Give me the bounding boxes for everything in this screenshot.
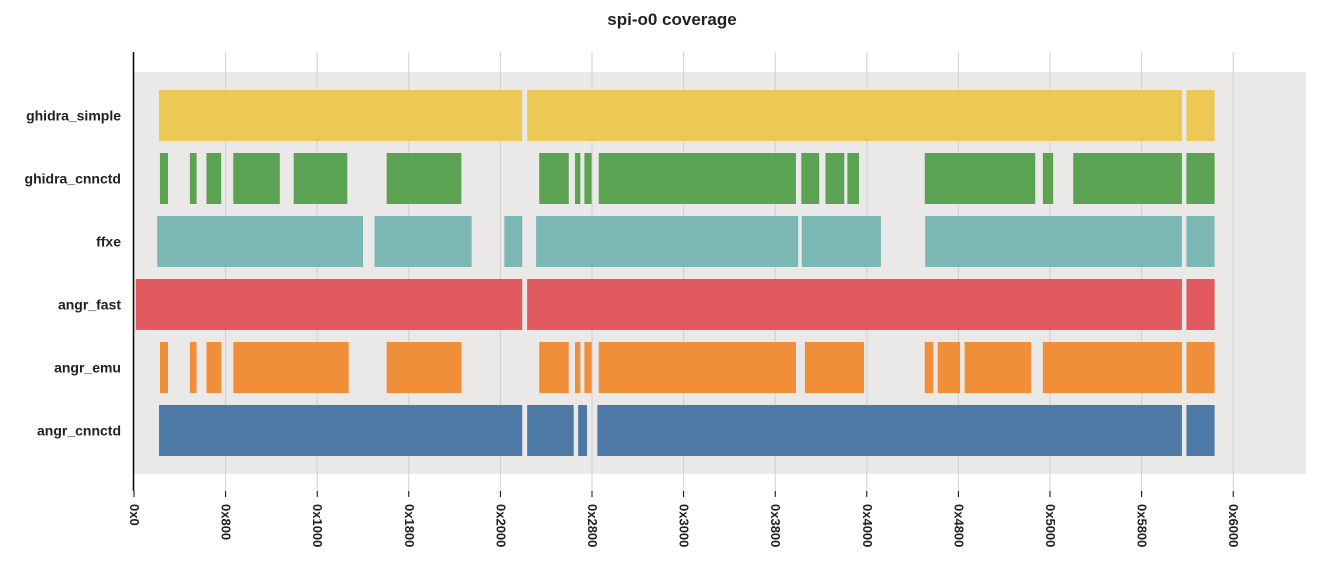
coverage-interval (159, 90, 523, 141)
coverage-interval (1186, 153, 1215, 204)
series-angr_fast (135, 279, 1215, 330)
x-tick-label: 0x3800 (768, 504, 783, 547)
x-tick-label: 0x2800 (585, 504, 600, 547)
x-axis-ticks: 0x0 0x800 0x1000 0x1800 0x2000 0x2800 0x3000 0x… (127, 491, 1241, 547)
coverage-interval (539, 153, 569, 204)
series-label: ghidra_simple (26, 108, 121, 124)
coverage-interval (1073, 153, 1182, 204)
coverage-interval (924, 342, 934, 393)
x-tick-label: 0x0 (127, 504, 142, 526)
coverage-interval (157, 216, 363, 267)
coverage-interval (964, 342, 1032, 393)
coverage-interval (527, 405, 574, 456)
series-angr_emu (159, 342, 1215, 393)
coverage-interval (801, 216, 881, 267)
x-tick-label: 0x6000 (1226, 504, 1241, 547)
coverage-interval (937, 342, 961, 393)
series-ghidra_cnnctd (159, 153, 1215, 204)
coverage-interval (386, 342, 462, 393)
coverage-interval (374, 216, 472, 267)
x-tick-label: 0x4800 (951, 504, 966, 547)
coverage-interval (1186, 216, 1215, 267)
coverage-interval (1186, 279, 1215, 330)
coverage-interval (847, 153, 860, 204)
coverage-interval (527, 279, 1182, 330)
x-tick-label: 0x1000 (310, 504, 325, 547)
coverage-interval (159, 405, 523, 456)
coverage-interval (598, 342, 796, 393)
series-label: ghidra_cnnctd (25, 171, 121, 187)
coverage-interval (189, 342, 197, 393)
chart-title: spi-o0 coverage (607, 10, 736, 29)
series-ffxe (157, 216, 1215, 267)
coverage-interval (1042, 342, 1182, 393)
coverage-interval (801, 153, 820, 204)
coverage-interval (206, 342, 222, 393)
coverage-interval (1186, 342, 1215, 393)
coverage-interval (159, 153, 168, 204)
x-tick-label: 0x1800 (402, 504, 417, 547)
coverage-interval (233, 342, 349, 393)
coverage-interval (924, 153, 1036, 204)
coverage-interval (386, 153, 462, 204)
coverage-interval (597, 405, 1182, 456)
coverage-interval (1186, 405, 1215, 456)
coverage-interval (598, 153, 796, 204)
coverage-interval (1186, 90, 1215, 141)
series-label: ffxe (96, 234, 121, 250)
coverage-interval (1042, 153, 1054, 204)
coverage-interval (925, 216, 1182, 267)
coverage-interval (584, 153, 592, 204)
series-label: angr_emu (54, 360, 121, 376)
series-angr_cnnctd (159, 405, 1215, 456)
x-tick-label: 0x2000 (493, 504, 508, 547)
coverage-interval (584, 342, 592, 393)
series-label: angr_cnnctd (37, 423, 121, 439)
coverage-interval (536, 216, 799, 267)
coverage-interval (189, 153, 197, 204)
coverage-interval (539, 342, 569, 393)
coverage-interval (527, 90, 1182, 141)
coverage-interval (575, 153, 581, 204)
x-tick-label: 0x4000 (860, 504, 875, 547)
coverage-interval (504, 216, 523, 267)
series-ghidra_simple (159, 90, 1215, 141)
x-tick-label: 0x5000 (1043, 504, 1058, 547)
x-tick-label: 0x3000 (677, 504, 692, 547)
coverage-interval (233, 153, 280, 204)
coverage-interval (206, 153, 222, 204)
series-label: angr_fast (58, 297, 121, 313)
coverage-interval (575, 342, 581, 393)
x-tick-label: 0x5800 (1135, 504, 1150, 547)
coverage-interval (804, 342, 864, 393)
coverage-interval (825, 153, 845, 204)
coverage-interval (135, 279, 523, 330)
coverage-interval (578, 405, 588, 456)
coverage-interval (159, 342, 168, 393)
coverage-interval (293, 153, 348, 204)
x-tick-label: 0x800 (219, 504, 234, 540)
coverage-bars (135, 90, 1215, 456)
